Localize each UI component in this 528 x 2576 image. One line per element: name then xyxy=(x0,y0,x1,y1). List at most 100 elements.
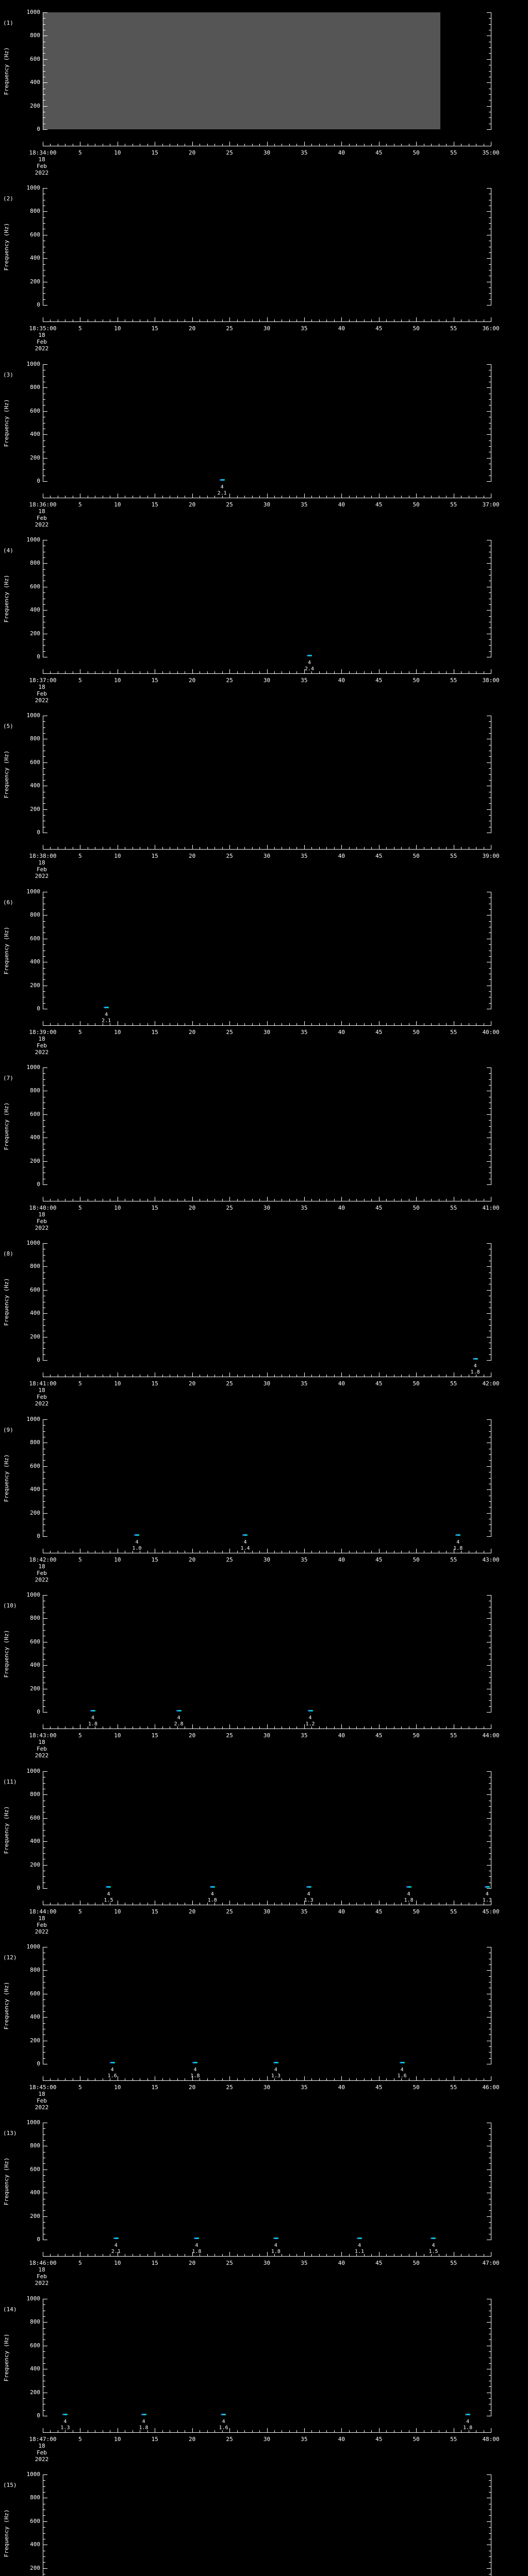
y-tick xyxy=(43,1700,45,1701)
y-tick xyxy=(489,264,491,265)
x-tick-label: 40 xyxy=(338,1205,345,1211)
x-tick-label: 50 xyxy=(412,501,420,508)
date-line: 2022 xyxy=(35,1752,49,1759)
y-tick-label: 800 xyxy=(30,2494,40,2501)
y-tick xyxy=(43,2351,45,2352)
y-tick-label: 200 xyxy=(30,2564,40,2571)
x-tick xyxy=(214,671,216,673)
x-tick xyxy=(50,1903,51,1905)
y-tick xyxy=(43,188,47,189)
x-tick xyxy=(341,2252,342,2256)
y-tick xyxy=(43,1659,45,1660)
y-tick xyxy=(43,592,45,594)
x-tick-label: 20 xyxy=(189,2260,196,2266)
y-tick xyxy=(489,1706,491,1707)
event-count-label: 4 xyxy=(466,2419,470,2425)
date-line: 18 xyxy=(38,859,45,866)
x-tick-label: 25 xyxy=(226,501,233,508)
x-tick xyxy=(274,847,275,849)
event-marker-dash xyxy=(307,655,312,656)
x-tick-label: 30 xyxy=(263,1732,271,1739)
x-tick xyxy=(147,1551,148,1553)
y-axis-title: Frequency (Hz) xyxy=(3,2333,10,2381)
x-tick xyxy=(386,1551,387,1553)
x-tick-label: 5 xyxy=(78,1908,82,1915)
y-tick xyxy=(43,1771,47,1772)
x-tick xyxy=(356,1375,357,1377)
x-tick xyxy=(341,845,342,849)
event-magnitude-label: 1.8 xyxy=(453,1546,463,1551)
y-tick xyxy=(489,1425,491,1426)
y-tick xyxy=(489,1278,491,1279)
x-tick-label: 55 xyxy=(450,1732,457,1739)
x-tick xyxy=(296,1726,298,1728)
y-tick xyxy=(489,779,491,781)
x-tick xyxy=(431,1023,432,1025)
x-tick xyxy=(319,1375,320,1377)
y-tick xyxy=(489,909,491,910)
x-tick xyxy=(229,1021,230,1025)
y-tick xyxy=(489,944,491,945)
y-tick xyxy=(489,1524,491,1526)
y-tick-label: 600 xyxy=(30,1638,40,1645)
event-magnitude-label: 1.5 xyxy=(428,2249,438,2255)
y-tick xyxy=(43,1348,45,1349)
x-tick-label: 45 xyxy=(375,2436,383,2443)
y-axis-title: Frequency (Hz) xyxy=(3,574,10,622)
x-tick-label: 30 xyxy=(263,1908,271,1915)
x-tick xyxy=(237,1551,238,1553)
x-tick xyxy=(252,496,253,498)
y-tick xyxy=(487,387,491,388)
x-tick xyxy=(371,2430,372,2432)
x-end-time-label: 35:00 xyxy=(482,149,500,156)
x-tick-label: 10 xyxy=(114,2260,121,2266)
x-tick-label: 25 xyxy=(226,1380,233,1387)
y-tick xyxy=(487,82,491,83)
x-tick xyxy=(252,2078,253,2080)
date-line: 2022 xyxy=(35,2104,49,2111)
x-tick-label: 20 xyxy=(189,1205,196,1211)
y-tick-label: 200 xyxy=(30,1509,40,1516)
x-tick xyxy=(274,2254,275,2256)
spectrogram-panel: 0 200 400 600 800 1000 18:39:00 5 10 15 20 25 30 35 40… xyxy=(0,879,528,1056)
y-axis-title: Frequency (Hz) xyxy=(3,1102,10,1150)
y-tick xyxy=(489,287,491,288)
x-tick xyxy=(192,494,193,498)
x-tick xyxy=(259,1903,260,1905)
event-magnitude-label: 2.1 xyxy=(102,1018,111,1024)
y-tick xyxy=(43,915,47,916)
x-tick xyxy=(177,2078,178,2080)
x-tick-label: 50 xyxy=(412,2084,420,2091)
x-end-time-label: 43:00 xyxy=(482,1556,500,1563)
y-tick xyxy=(489,1478,491,1479)
x-tick xyxy=(416,142,417,146)
x-tick xyxy=(50,671,51,673)
y-tick xyxy=(489,1783,491,1784)
x-end-time-label: 46:00 xyxy=(482,2084,500,2091)
y-tick xyxy=(489,897,491,899)
x-tick xyxy=(304,1724,305,1728)
x-tick xyxy=(50,2430,51,2432)
panel-index-label: (13) xyxy=(3,2130,17,2137)
x-tick xyxy=(356,2430,357,2432)
y-tick xyxy=(43,2556,45,2557)
event-magnitude-label: 1.8 xyxy=(207,1897,217,1903)
x-tick xyxy=(371,1375,372,1377)
y-tick-label: 800 xyxy=(30,2142,40,2149)
x-tick xyxy=(192,2252,193,2256)
y-tick xyxy=(43,1108,45,1109)
x-tick xyxy=(214,496,216,498)
x-tick-label: 40 xyxy=(338,1556,345,1563)
y-tick-label: 200 xyxy=(30,2037,40,2044)
x-tick xyxy=(229,669,230,673)
x-tick xyxy=(378,669,380,673)
y-tick xyxy=(489,651,491,652)
y-tick xyxy=(489,1630,491,1631)
x-tick xyxy=(401,2078,402,2080)
spectrogram-panel: 0 200 400 600 800 1000 18:47:00 5 10 15 20 25 30 35 40… xyxy=(0,2286,528,2463)
y-tick xyxy=(43,2046,45,2047)
x-tick xyxy=(259,319,260,321)
x-tick xyxy=(274,1375,275,1377)
y-tick xyxy=(43,2052,45,2053)
